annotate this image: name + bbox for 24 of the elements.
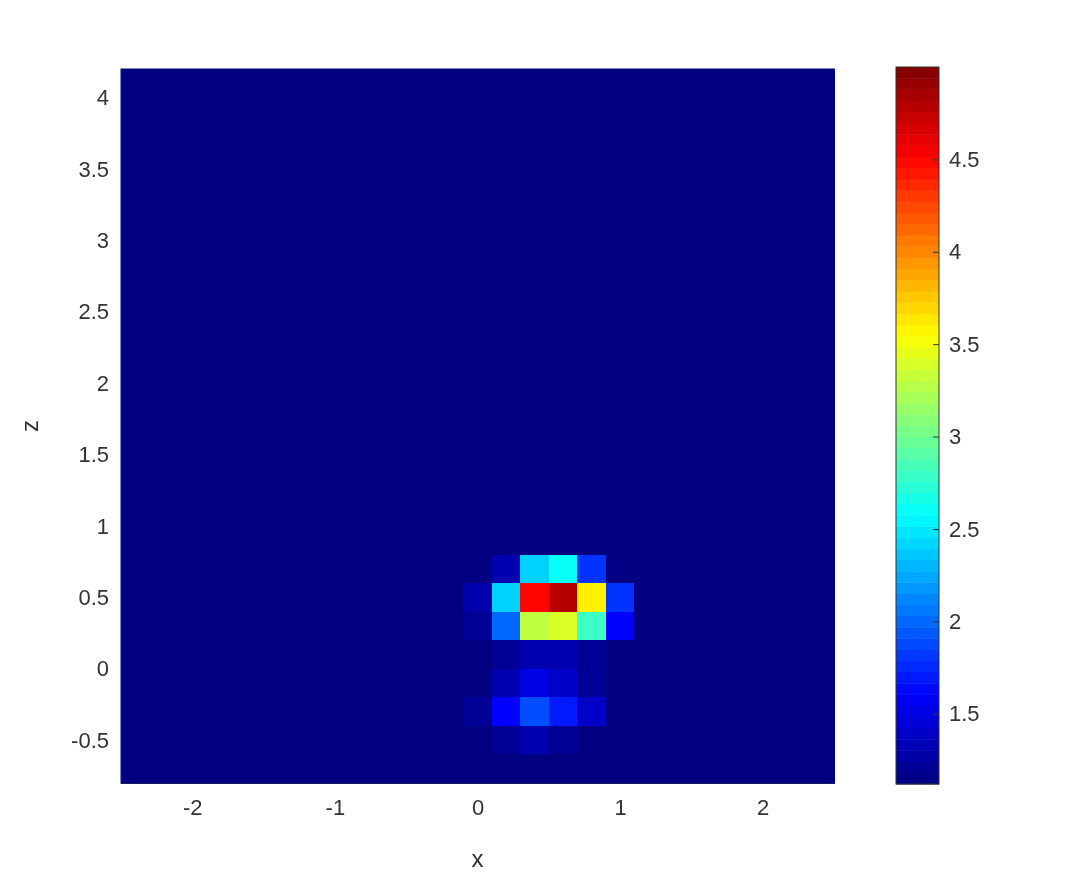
color-bar-label: 1.5: [949, 701, 980, 727]
y-tick-label: 2.5: [78, 299, 109, 325]
x-axis-title: x: [471, 845, 484, 872]
x-tick-label: -2: [183, 794, 203, 820]
y-axis-title: z: [16, 420, 43, 432]
color-bar-label: 4.5: [949, 146, 980, 172]
y-tick-label: 0: [96, 656, 109, 682]
y-tick-label: -0.5: [71, 727, 109, 753]
color-bar-label: 4: [949, 239, 962, 265]
x-tick-label: 1: [614, 794, 627, 820]
y-tick-label: 3: [96, 227, 109, 253]
y-tick-label: 0.5: [78, 584, 109, 610]
y-tick-label: 3.5: [78, 156, 109, 182]
y-tick-label: 1: [96, 513, 109, 539]
y-tick-label: 4: [96, 85, 109, 111]
color-bar-label: 2.5: [949, 516, 980, 542]
color-bar-label: 3: [949, 424, 962, 450]
color-bar-label: 3.5: [949, 331, 980, 357]
y-tick-label: 1.5: [78, 442, 109, 468]
color-bar-label: 2: [949, 608, 962, 634]
y-tick-label: 2: [96, 370, 109, 396]
x-tick-label: 2: [757, 794, 770, 820]
x-tick-label: 0: [471, 794, 485, 820]
x-tick-label: -1: [325, 794, 346, 820]
